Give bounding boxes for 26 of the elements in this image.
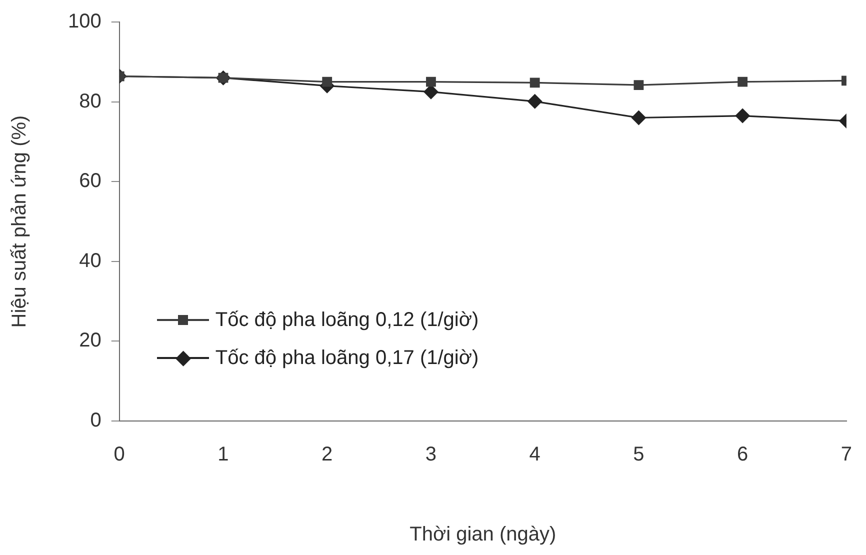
y-tick-label: 0 bbox=[90, 410, 102, 432]
legend-label: Tốc độ pha loãng 0,12 (1/giờ) bbox=[215, 308, 479, 332]
x-tick-label: 2 bbox=[322, 444, 333, 466]
y-tick-label: 80 bbox=[79, 90, 102, 112]
x-tick-label: 4 bbox=[529, 444, 540, 466]
y-tick-label: 40 bbox=[79, 250, 102, 272]
y-tick-label: 60 bbox=[79, 170, 102, 192]
x-tick-label: 6 bbox=[737, 444, 748, 466]
point bbox=[631, 110, 646, 126]
x-tick-label: 0 bbox=[114, 444, 125, 466]
point bbox=[735, 108, 750, 124]
point bbox=[527, 94, 542, 109]
y-tick-label: 20 bbox=[79, 330, 102, 352]
x-tick-label: 3 bbox=[425, 444, 437, 466]
x-tick-label: 5 bbox=[633, 444, 644, 466]
x-tick-label: 1 bbox=[218, 444, 229, 466]
x-axis-title: Thời gian (ngày) bbox=[410, 524, 556, 546]
point bbox=[738, 76, 748, 87]
point bbox=[530, 78, 540, 88]
y-tick-label: 100 bbox=[68, 10, 102, 33]
point bbox=[322, 76, 332, 87]
x-tick-label: 7 bbox=[840, 444, 852, 466]
legend-label: Tốc độ pha loãng 0,17 (1/giờ) bbox=[215, 346, 479, 370]
point bbox=[426, 76, 436, 87]
y-axis-title: Hiệu suất phản ứng (%) bbox=[8, 115, 31, 328]
point bbox=[634, 80, 644, 90]
